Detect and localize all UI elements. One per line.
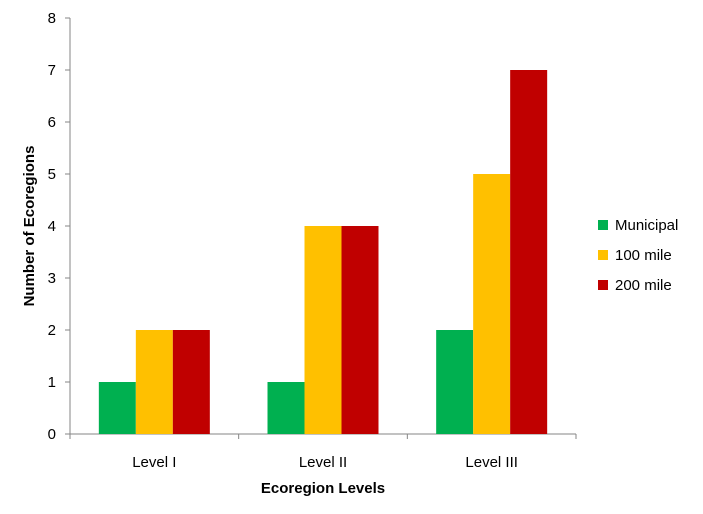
y-tick-label: 4	[48, 218, 56, 235]
legend-label: 200 mile	[615, 277, 672, 294]
legend-swatch	[598, 280, 608, 290]
bar-100-mile-level-iii	[473, 174, 511, 434]
x-axis-tick-labels: Level I Level II Level III	[132, 454, 518, 471]
legend-label: Municipal	[615, 217, 678, 234]
bar-200-mile-level-i	[172, 330, 210, 434]
y-tick-label: 6	[48, 114, 56, 131]
x-axis-ticks	[69, 434, 577, 439]
y-tick-label: 0	[48, 426, 56, 443]
x-tick-label: Level I	[132, 454, 176, 471]
bar-200-mile-level-iii	[510, 70, 548, 434]
x-tick-label: Level III	[465, 454, 518, 471]
y-tick-label: 2	[48, 322, 56, 339]
bar-200-mile-level-ii	[341, 226, 379, 434]
y-tick-label: 5	[48, 166, 56, 183]
y-axis-ticks: 0 1 2 3 4 5 6 7 8	[48, 10, 70, 443]
legend: Municipal 100 mile 200 mile	[598, 217, 678, 294]
legend-swatch	[598, 220, 608, 230]
bars	[98, 70, 548, 434]
bar-municipal-level-ii	[267, 382, 305, 434]
y-axis-title: Number of Ecoregions	[21, 146, 38, 307]
legend-label: 100 mile	[615, 247, 672, 264]
y-tick-label: 1	[48, 374, 56, 391]
y-tick-label: 7	[48, 62, 56, 79]
x-axis-title: Ecoregion Levels	[261, 480, 385, 497]
bar-municipal-level-i	[98, 382, 136, 434]
y-tick-label: 8	[48, 10, 56, 27]
y-tick-label: 3	[48, 270, 56, 287]
legend-swatch	[598, 250, 608, 260]
bar-100-mile-level-i	[135, 330, 173, 434]
bar-municipal-level-iii	[436, 330, 474, 434]
x-tick-label: Level II	[299, 454, 347, 471]
bar-100-mile-level-ii	[304, 226, 342, 434]
